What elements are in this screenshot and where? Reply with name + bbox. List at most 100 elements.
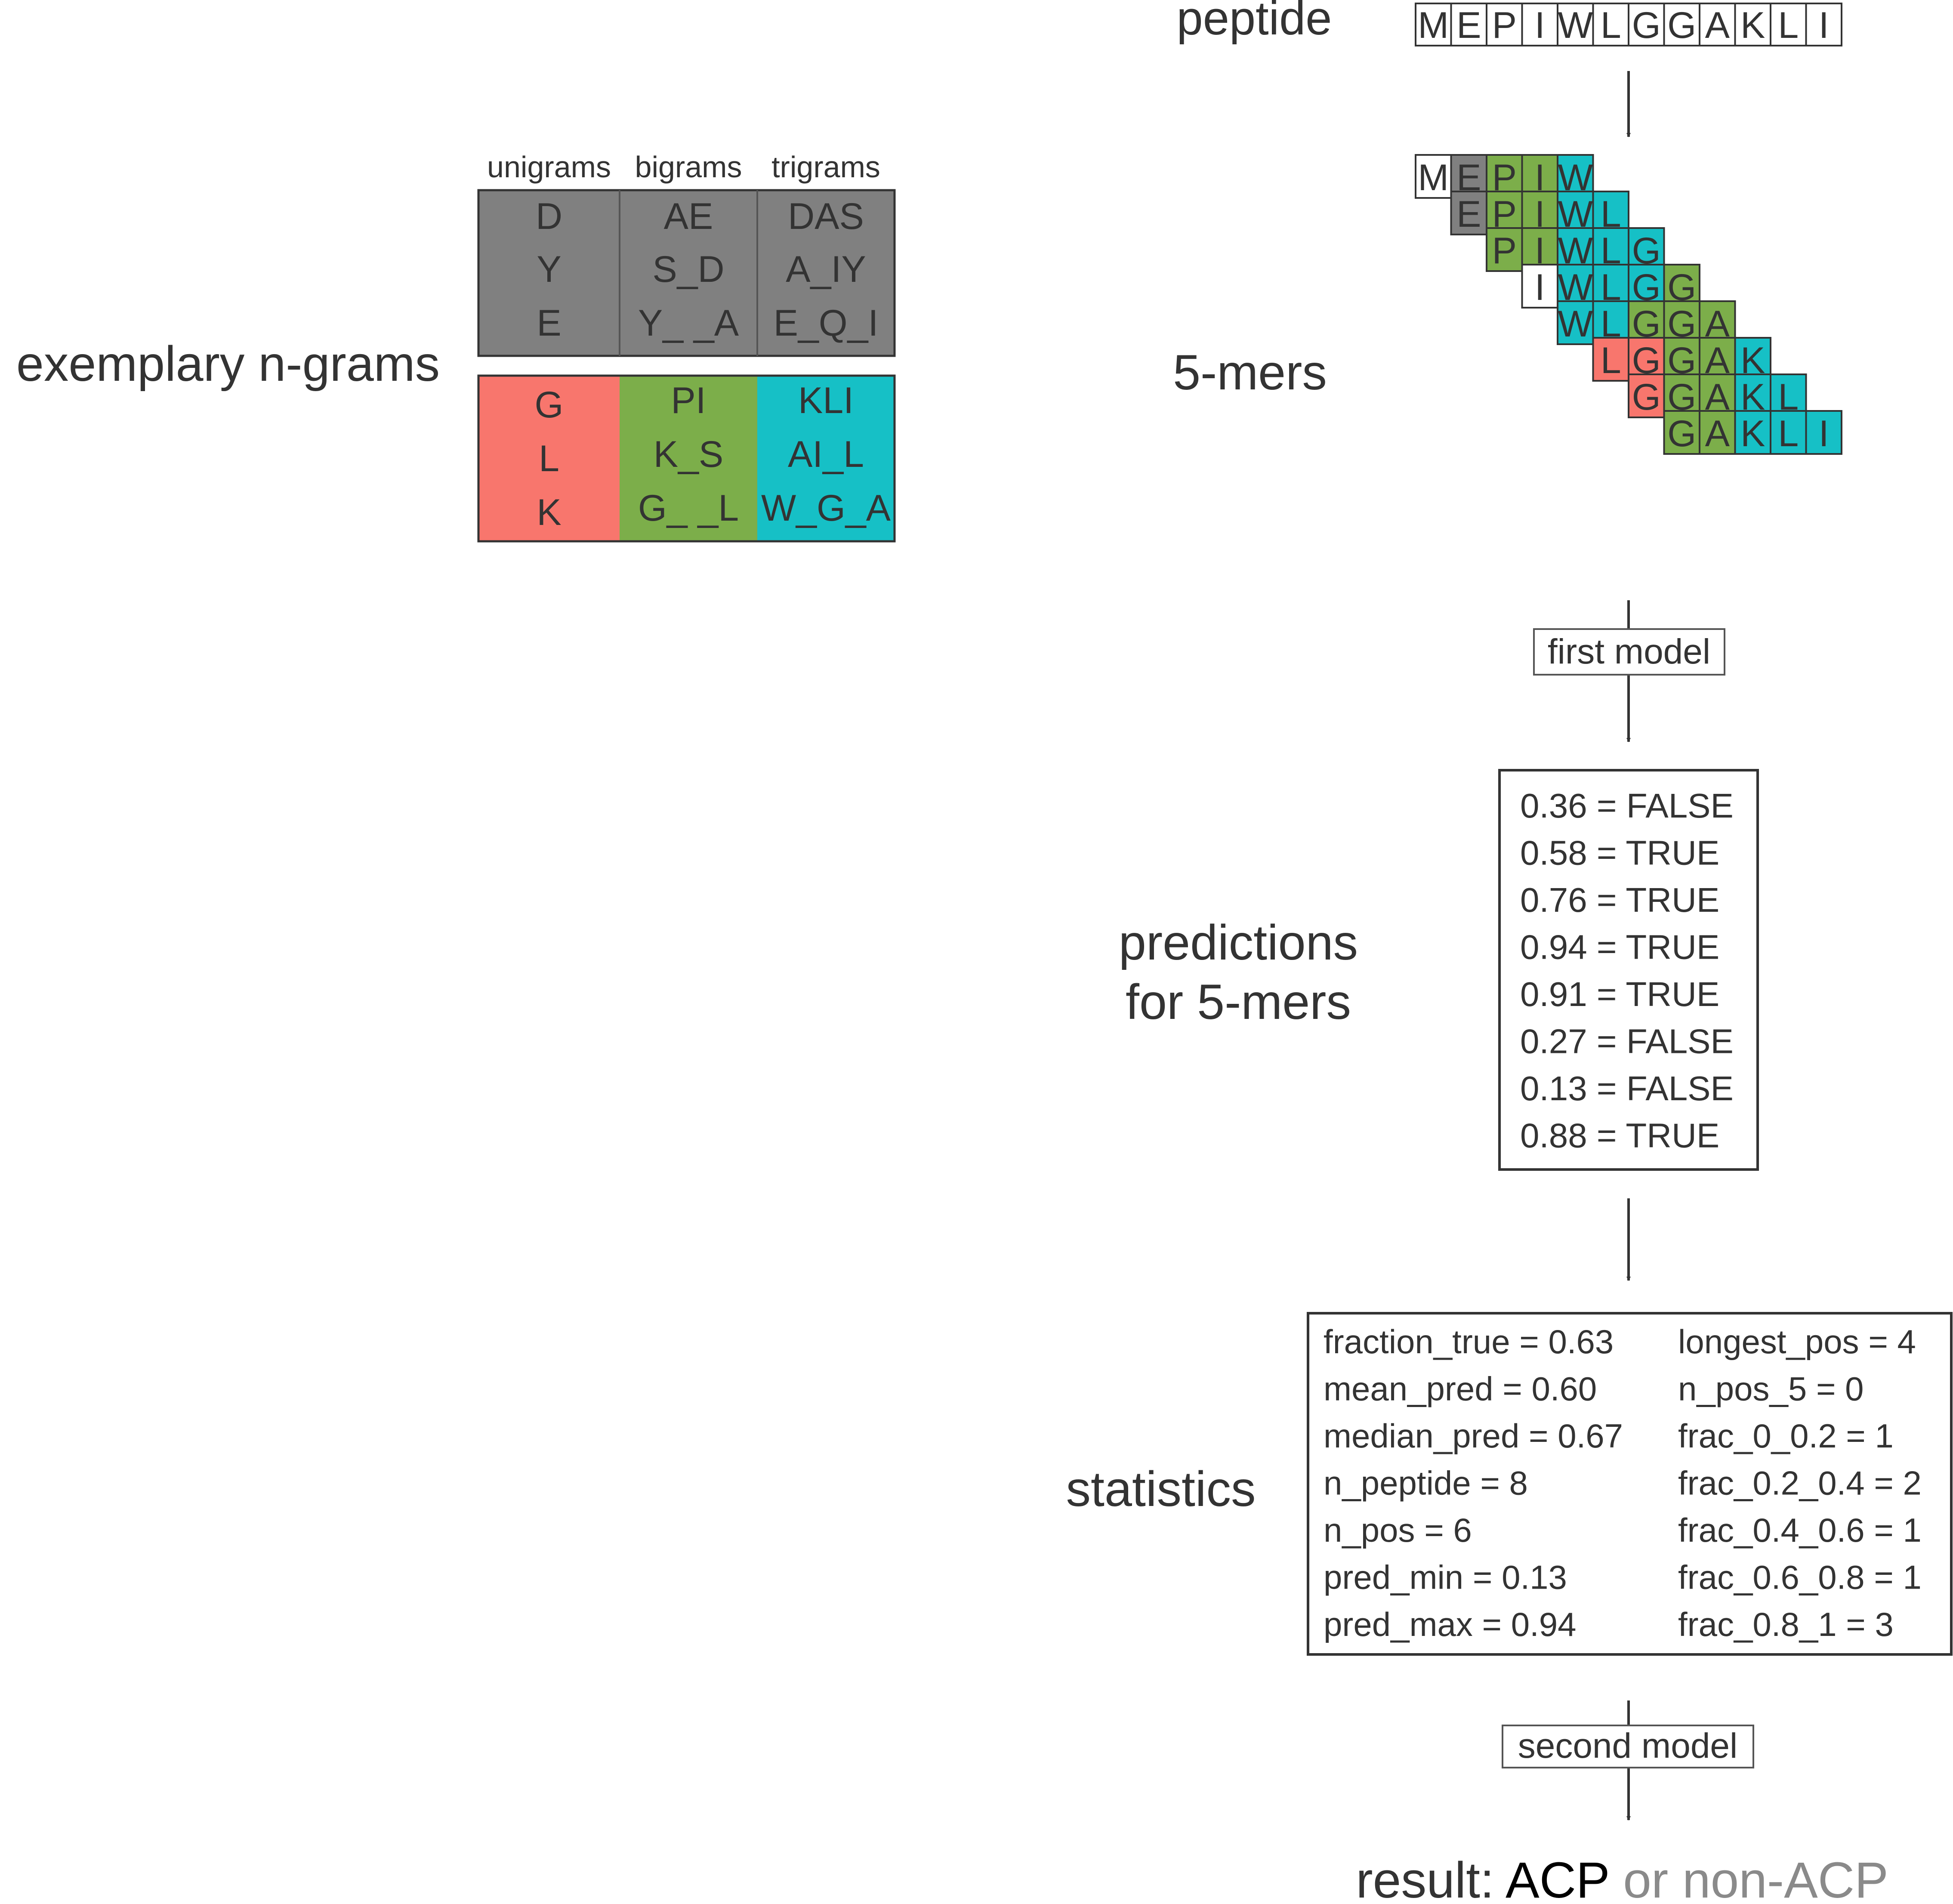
colored-ngram-cell: K [537, 492, 561, 533]
kmer-residue: I [1535, 157, 1545, 198]
peptide-residue: G [1632, 5, 1661, 46]
gray-ngram-block [477, 189, 896, 357]
colored-ngram-cell: PI [671, 380, 706, 421]
kmer-residue: K [1740, 413, 1765, 454]
prediction-value: 0.58 = TRUE [1520, 834, 1719, 872]
peptide-residue: K [1740, 5, 1765, 46]
peptide-residue: M [1418, 5, 1449, 46]
header-unigrams: unigrams [487, 150, 611, 184]
prediction-value: 0.36 = FALSE [1520, 787, 1734, 825]
kmer-rows: M E P I WE P I W LP I W L GI W L G GW L G G AL G G A KG G A K LG A K L I [1415, 154, 1842, 455]
colored-ngram-column [757, 376, 895, 541]
statistics-box: fraction_true = 0.63 mean_pred = 0.60 medi… [1307, 1312, 1953, 1656]
peptide-residue: I [1819, 5, 1829, 46]
gray-ngram-cell: AE [664, 196, 713, 237]
gray-ngram-cell: Y [537, 249, 561, 290]
peptide-residue-box [1734, 3, 1771, 46]
kmer-residue: A [1705, 413, 1730, 454]
result-alternative: or non-ACP [1609, 1852, 1887, 1904]
peptide-residue-box [1415, 3, 1452, 46]
kmer-residue: P [1492, 230, 1517, 272]
prediction-value: 0.13 = FALSE [1520, 1069, 1734, 1108]
statistics-label: statistics [1066, 1462, 1256, 1517]
kmer-residue: W [1558, 303, 1593, 345]
statistic-right: frac_0.2_0.4 = 2 [1678, 1464, 1922, 1502]
prediction-value: 0.76 = TRUE [1520, 881, 1719, 919]
gray-ngram-cell: E [537, 302, 561, 344]
gray-ngram-cell: E_Q_I [774, 302, 879, 344]
kmer-residue: L [1778, 413, 1799, 454]
colored-ngram-cell: W_G_A [761, 488, 891, 529]
prediction-value: 0.27 = FALSE [1520, 1022, 1734, 1061]
peptide-label: peptide [1177, 0, 1332, 45]
peptide-residue: G [1667, 5, 1696, 46]
colored-ngram-cell: G_ _L [638, 488, 739, 529]
predictions-box: 0.36 = FALSE 0.58 = TRUE 0.76 = TRUE 0.94 =… [1498, 769, 1759, 1171]
prediction-value: 0.88 = TRUE [1520, 1117, 1719, 1155]
gray-ngram-cell: DAS [788, 196, 864, 237]
header-bigrams: bigrams [635, 150, 742, 184]
colored-ngram-column [478, 376, 620, 541]
statistic-right: frac_0_0.2 = 1 [1678, 1417, 1894, 1455]
kmer-residue: I [1535, 194, 1545, 235]
colored-ngram-cell: AI_L [788, 434, 864, 475]
statistic-left: mean_pred = 0.60 [1324, 1370, 1597, 1408]
colored-ngram-column [620, 376, 757, 541]
kmer-residue-box [1592, 337, 1629, 382]
peptide-residue-box [1805, 3, 1842, 46]
peptide-residue: L [1601, 5, 1621, 46]
statistic-left: median_pred = 0.67 [1324, 1417, 1623, 1455]
statistic-right: n_pos_5 = 0 [1678, 1370, 1864, 1408]
peptide-residue-box [1450, 3, 1487, 46]
second-model-box: second model [1502, 1725, 1754, 1768]
colored-ngram-cell: L [539, 438, 559, 479]
statistic-right: longest_pos = 4 [1678, 1323, 1916, 1361]
statistic-right: frac_0.6_0.8 = 1 [1678, 1558, 1922, 1596]
result-acp: ACP [1506, 1852, 1609, 1904]
peptide-residue: E [1456, 5, 1481, 46]
peptide-residue-box [1628, 3, 1665, 46]
prediction-value: 0.94 = TRUE [1520, 928, 1719, 966]
result-prefix: result: [1356, 1852, 1506, 1904]
colored-ngram-border [477, 374, 896, 543]
kmer-residue: I [1535, 230, 1545, 272]
kmer-residue: G [1632, 376, 1661, 418]
kmer-residue: I [1819, 413, 1829, 454]
kmer-residue-box [1415, 154, 1452, 199]
peptide-residue: L [1778, 5, 1799, 46]
first-model-box: first model [1533, 628, 1725, 676]
ngrams-label: exemplary n-grams [16, 336, 440, 392]
colored-ngram-cell: K_S [654, 434, 724, 475]
second-model-label: second model [1518, 1726, 1738, 1765]
peptide-residue: A [1705, 5, 1730, 46]
kmer-residue-box [1450, 191, 1487, 235]
statistic-left: pred_min = 0.13 [1324, 1558, 1567, 1596]
header-trigrams: trigrams [771, 150, 880, 184]
kmer-residue-box [1770, 410, 1807, 455]
kmer-residue-box [1521, 264, 1558, 309]
kmer-residue: G [1667, 413, 1696, 454]
predictions-label-line1: predictions [1119, 915, 1358, 970]
kmer-residue: I [1535, 267, 1545, 308]
peptide-residue-box [1663, 3, 1700, 46]
peptide-residue-box [1557, 3, 1594, 46]
gray-ngram-cell: D [536, 196, 562, 237]
peptide-residue-box [1486, 3, 1523, 46]
gray-ngram-cell: Y_ _A [638, 302, 739, 344]
predictions-label-line2: for 5-mers [1126, 975, 1351, 1030]
peptide-residue: W [1558, 5, 1593, 46]
kmer-residue: M [1418, 157, 1449, 198]
kmer-residue-box [1486, 227, 1523, 272]
kmer-residue-box [1805, 410, 1842, 455]
kmer-residue-box [1699, 410, 1736, 455]
kmer-residue-box [1628, 373, 1665, 418]
peptide-residue: P [1492, 5, 1517, 46]
peptide-residue: I [1535, 5, 1545, 46]
gray-ngram-cell: A_IY [786, 249, 866, 290]
kmer-residue-box [1734, 410, 1771, 455]
peptide-residue-box [1699, 3, 1736, 46]
